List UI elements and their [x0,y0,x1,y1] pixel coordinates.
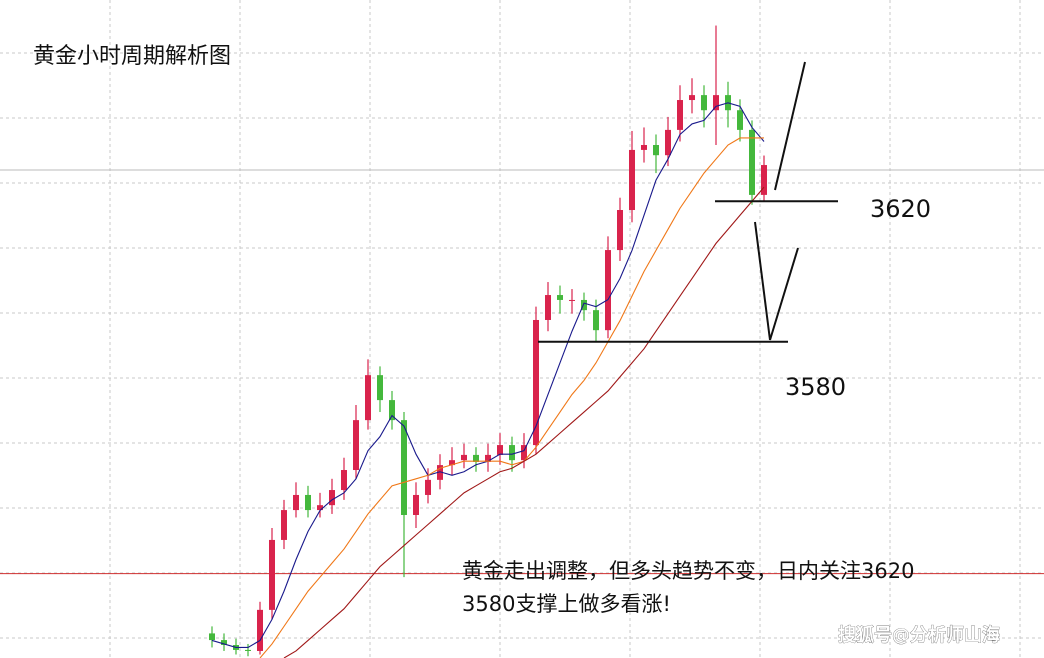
candle-body [365,375,371,421]
candle-body [593,310,599,331]
candle-body [665,129,671,156]
candle-body [713,95,719,111]
moving-average [283,186,765,658]
candle-body [557,295,563,300]
candle-body [509,445,515,461]
candle-body [521,445,527,461]
candle-body [677,100,683,130]
candle-body [461,454,467,461]
candle-body [257,609,263,651]
candle-body [425,479,431,495]
candle-body [605,250,611,331]
candle-body [629,149,635,211]
candle-body [389,400,395,421]
moving-average [259,137,764,658]
candle-body [617,210,623,251]
level-label: 3580 [785,373,846,401]
candle-body [245,649,251,651]
candle-body [413,494,419,515]
candle-body [209,633,215,641]
candle-body [473,454,479,462]
candle-body [269,539,275,610]
candle-body [341,470,347,491]
candle-body [221,640,227,645]
candle-body [485,454,491,462]
candle-body [761,165,767,195]
plot-area [0,25,1044,658]
candle-body [329,490,335,506]
watermark: 搜狐号@分析师山海 [838,624,1000,646]
annotation: 黄金走出调整，但多头趋势不变，日内关注3620 [462,559,914,583]
candle-body [437,465,443,480]
candle-body [749,129,755,195]
candle-body [641,145,647,150]
candle-body [581,299,587,311]
candle-body [569,299,575,301]
candle-body [377,375,383,401]
candle-body [737,110,743,130]
candle-body [401,420,407,515]
candle-body [353,420,359,471]
level-label: 3620 [870,195,931,223]
candle-body [449,460,455,466]
candle-body [497,445,503,455]
candle-body [545,295,551,320]
candle-body [701,95,707,111]
chart-title: 黄金小时周期解析图 [33,44,231,69]
candle-body [533,319,539,446]
candle-body [317,505,323,511]
annotation: 3580支撑上做多看涨! [462,592,671,616]
candle-body [653,145,659,156]
candle-body [281,510,287,540]
candle-body [689,95,695,101]
candle-body [293,494,299,511]
trend-arrows [754,61,806,341]
candle-body [305,494,311,511]
